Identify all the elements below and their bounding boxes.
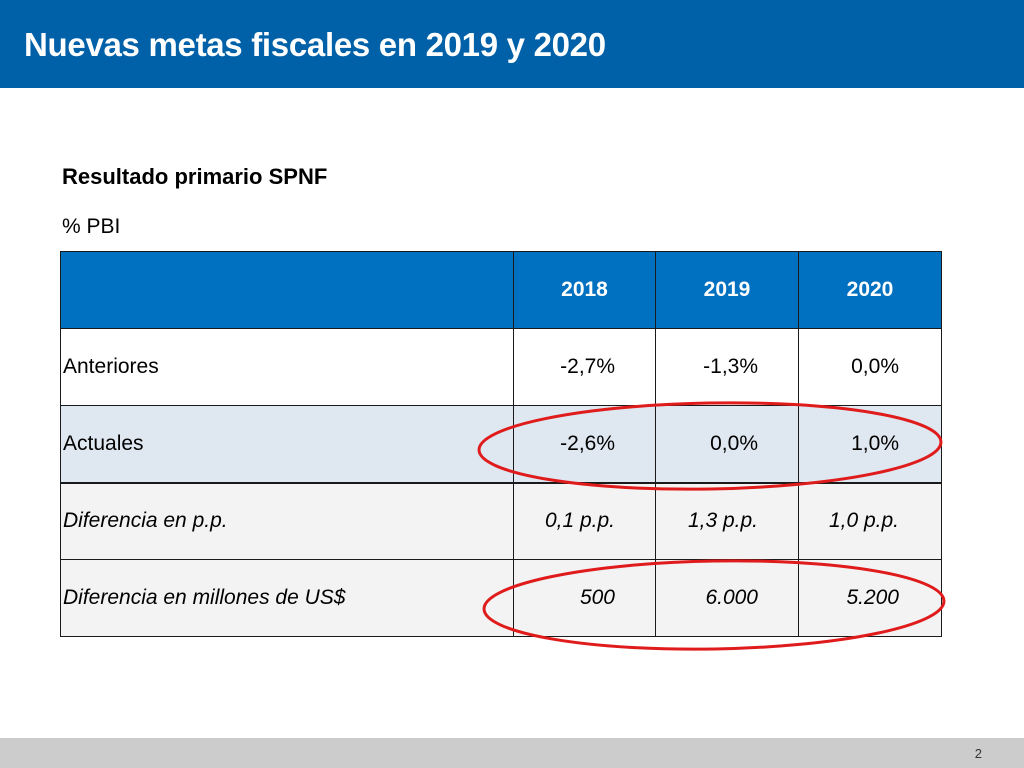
cell-2020: 5.200 bbox=[798, 559, 942, 637]
page-number: 2 bbox=[974, 746, 982, 761]
cell-2019: -1,3% bbox=[655, 328, 799, 406]
row-label: Diferencia en millones de US$ bbox=[60, 559, 514, 637]
cell-2019: 1,3 p.p. bbox=[655, 482, 799, 560]
header-cell-2018: 2018 bbox=[513, 251, 656, 329]
table-row-actuales: Actuales -2,6% 0,0% 1,0% bbox=[60, 405, 942, 484]
cell-2018: -2,6% bbox=[513, 405, 656, 484]
slide-header: Nuevas metas fiscales en 2019 y 2020 bbox=[0, 0, 1024, 88]
table-row-diferencia-usd: Diferencia en millones de US$ 500 6.000 … bbox=[60, 559, 942, 637]
cell-2020: 0,0% bbox=[798, 328, 942, 406]
cell-2020: 1,0 p.p. bbox=[798, 482, 942, 560]
cell-2018: 500 bbox=[513, 559, 656, 637]
slide-title: Nuevas metas fiscales en 2019 y 2020 bbox=[24, 26, 606, 63]
table-row-diferencia-pp: Diferencia en p.p. 0,1 p.p. 1,3 p.p. 1,0… bbox=[60, 482, 942, 560]
row-label: Actuales bbox=[60, 405, 514, 484]
fiscal-targets-table: 2018 2019 2020 Anteriores -2,7% -1,3% 0,… bbox=[60, 251, 942, 637]
slide-footer: 2 bbox=[0, 738, 1024, 768]
cell-2019: 6.000 bbox=[655, 559, 799, 637]
table-header-row: 2018 2019 2020 bbox=[60, 251, 942, 329]
table-row-anteriores: Anteriores -2,7% -1,3% 0,0% bbox=[60, 328, 942, 406]
header-cell-label bbox=[60, 251, 514, 329]
cell-2018: -2,7% bbox=[513, 328, 656, 406]
table-subtitle: Resultado primario SPNF bbox=[62, 164, 328, 189]
header-cell-2019: 2019 bbox=[655, 251, 799, 329]
row-label: Anteriores bbox=[60, 328, 514, 406]
cell-2020: 1,0% bbox=[798, 405, 942, 484]
cell-2019: 0,0% bbox=[655, 405, 799, 484]
header-cell-2020: 2020 bbox=[798, 251, 942, 329]
cell-2018: 0,1 p.p. bbox=[513, 482, 656, 560]
row-label: Diferencia en p.p. bbox=[60, 482, 514, 560]
table-unit: % PBI bbox=[62, 215, 121, 238]
